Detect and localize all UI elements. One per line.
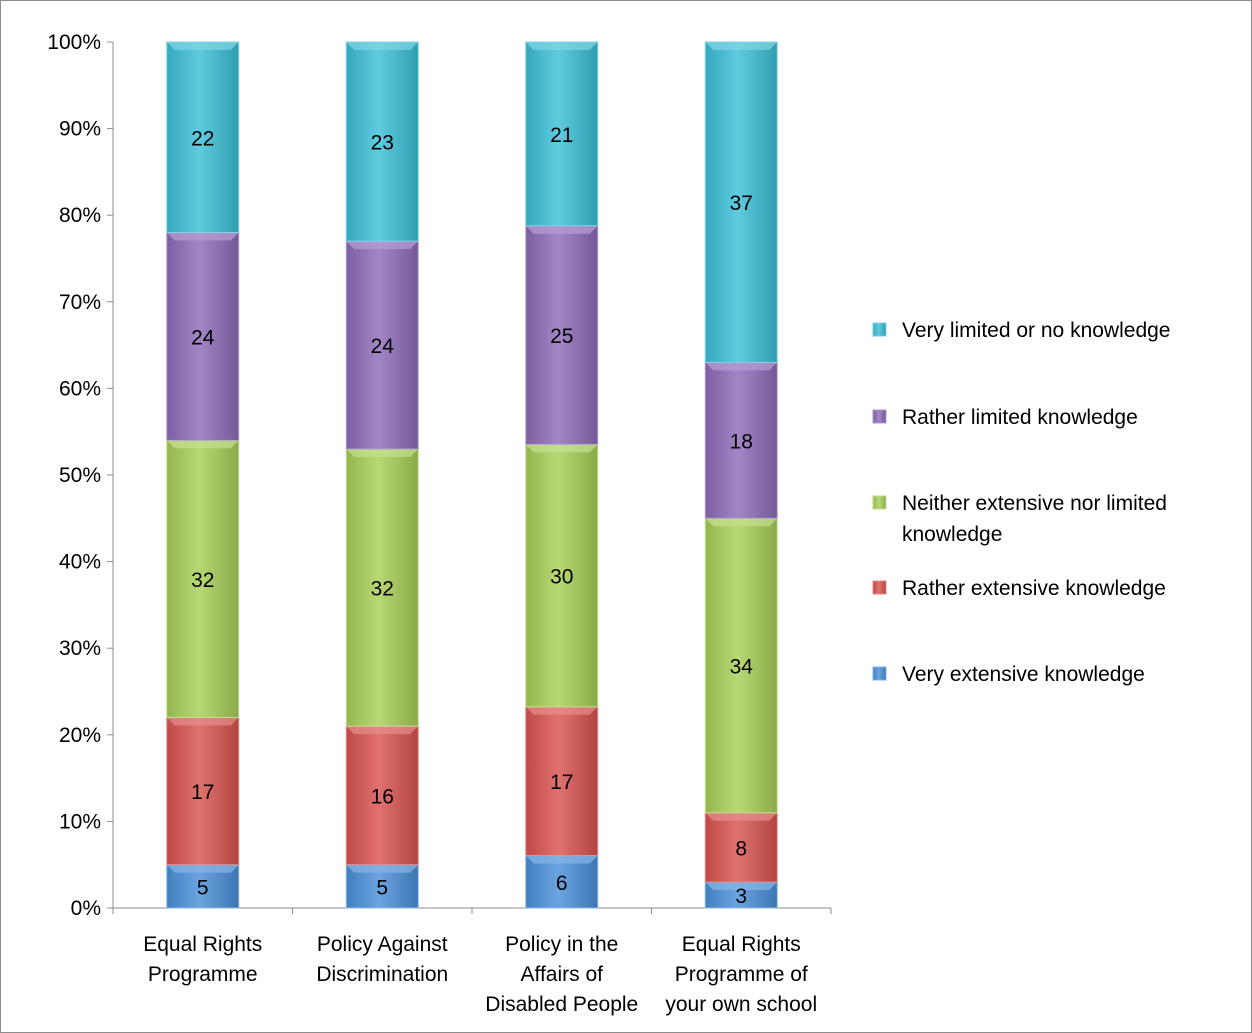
data-label: 30 bbox=[550, 566, 573, 589]
x-category-label: Affairs of bbox=[521, 963, 604, 986]
data-label: 17 bbox=[191, 781, 214, 804]
y-tick-label: 0% bbox=[71, 897, 101, 920]
bar-segment-bevel bbox=[525, 42, 598, 50]
data-label: 25 bbox=[550, 325, 573, 348]
y-tick-label: 80% bbox=[59, 204, 101, 227]
data-label: 18 bbox=[730, 430, 753, 453]
bar-segment-bevel bbox=[346, 241, 419, 250]
legend-label: Rather extensive knowledge bbox=[902, 577, 1166, 600]
legend-swatch bbox=[872, 580, 887, 595]
bar-segment bbox=[704, 361, 778, 519]
bar-segment-bevel bbox=[346, 726, 419, 735]
y-tick-label: 10% bbox=[59, 810, 101, 833]
bar-segment-bevel bbox=[525, 706, 598, 715]
bar-segment bbox=[525, 225, 599, 445]
data-label: 16 bbox=[371, 785, 394, 808]
x-category-label: your own school bbox=[665, 993, 817, 1016]
data-label: 5 bbox=[197, 876, 209, 899]
data-label: 24 bbox=[191, 326, 215, 349]
data-label: 24 bbox=[371, 335, 395, 358]
bar-segment bbox=[525, 41, 599, 227]
bar-segment-bevel bbox=[346, 42, 419, 50]
bar-segment-bevel bbox=[705, 812, 778, 821]
bar-segment-bevel bbox=[166, 440, 239, 449]
y-tick-label: 70% bbox=[59, 291, 101, 314]
x-category-label: Programme bbox=[148, 963, 258, 986]
legend-swatch bbox=[872, 495, 887, 510]
y-tick-label: 90% bbox=[59, 118, 101, 141]
bar-segment-bevel bbox=[705, 42, 778, 50]
data-label: 32 bbox=[371, 578, 394, 601]
legend-label: knowledge bbox=[902, 523, 1002, 546]
bar-segment bbox=[166, 232, 240, 441]
bar-segment bbox=[525, 443, 599, 708]
legend-label: Very extensive knowledge bbox=[902, 663, 1145, 686]
legend-label: Rather limited knowledge bbox=[902, 406, 1138, 429]
data-label: 37 bbox=[730, 192, 753, 215]
x-category-label: Equal Rights bbox=[143, 933, 262, 956]
bar-segment bbox=[704, 812, 778, 883]
legend-swatch bbox=[872, 666, 887, 681]
data-label: 17 bbox=[550, 771, 573, 794]
data-label: 6 bbox=[556, 872, 568, 895]
data-label: 8 bbox=[735, 837, 747, 860]
legend-label: Very limited or no knowledge bbox=[902, 319, 1170, 342]
bar-segment bbox=[345, 41, 419, 242]
bar-segment bbox=[525, 855, 599, 909]
bar-segment bbox=[525, 706, 599, 857]
bar-segment-bevel bbox=[525, 225, 598, 234]
y-tick-label: 50% bbox=[59, 464, 101, 487]
data-label: 5 bbox=[376, 876, 388, 899]
bar-segment-bevel bbox=[166, 42, 239, 50]
data-label: 23 bbox=[371, 132, 394, 155]
data-label: 3 bbox=[735, 885, 747, 908]
y-tick-label: 100% bbox=[47, 31, 101, 54]
x-category-label: Policy Against bbox=[317, 933, 448, 956]
bar-segment-bevel bbox=[705, 518, 778, 527]
data-label: 22 bbox=[191, 127, 214, 150]
bar-segment bbox=[345, 240, 419, 450]
x-category-label: Discrimination bbox=[316, 963, 448, 986]
bar-segment bbox=[345, 448, 419, 727]
bar-segment-bevel bbox=[166, 717, 239, 726]
x-category-label: Disabled People bbox=[485, 993, 638, 1016]
bar-segment-bevel bbox=[705, 882, 778, 891]
x-category-label: Equal Rights bbox=[682, 933, 801, 956]
bar-segment-bevel bbox=[166, 232, 239, 241]
legend-swatch bbox=[872, 322, 887, 337]
bar-segment bbox=[704, 517, 778, 814]
bar-segment bbox=[345, 725, 419, 866]
y-tick-label: 40% bbox=[59, 551, 101, 574]
bar-segment-bevel bbox=[166, 864, 239, 873]
x-category-label: Programme of bbox=[675, 963, 808, 986]
y-tick-label: 20% bbox=[59, 724, 101, 747]
bar-segment-bevel bbox=[525, 855, 598, 864]
bar-segment bbox=[704, 41, 778, 363]
legend-label: Neither extensive nor limited bbox=[902, 492, 1167, 515]
bar-segment-bevel bbox=[346, 864, 419, 873]
y-tick-label: 60% bbox=[59, 377, 101, 400]
data-label: 34 bbox=[730, 656, 754, 679]
data-label: 21 bbox=[550, 124, 573, 147]
data-label: 32 bbox=[191, 569, 214, 592]
bar-segment-bevel bbox=[705, 362, 778, 371]
bar-segment-bevel bbox=[346, 449, 419, 458]
bar-segment bbox=[166, 41, 240, 234]
legend-swatch bbox=[872, 409, 887, 424]
y-tick-label: 30% bbox=[59, 637, 101, 660]
bar-segment-bevel bbox=[525, 444, 598, 453]
x-category-label: Policy in the bbox=[505, 933, 618, 956]
